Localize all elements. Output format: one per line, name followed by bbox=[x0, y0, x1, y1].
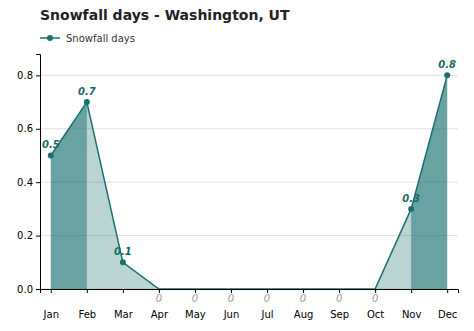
x-tick: Oct bbox=[367, 289, 384, 320]
x-tick: Feb bbox=[78, 289, 96, 320]
x-tick-label: Aug bbox=[294, 309, 314, 320]
x-tick: Apr bbox=[151, 289, 169, 320]
area bbox=[51, 75, 447, 289]
marker bbox=[120, 259, 126, 265]
marker bbox=[48, 152, 54, 158]
x-tick-label: Jul bbox=[260, 309, 273, 320]
x-tick: Mar bbox=[114, 289, 134, 320]
x-tick: Jan bbox=[43, 289, 59, 320]
legend: Snowfall days bbox=[40, 33, 135, 44]
x-tick: Sep bbox=[330, 289, 349, 320]
data-labels: 0.5 0.7 0.1 0 0 0 0 0 0 0 0.3 0.8 bbox=[42, 59, 456, 304]
markers bbox=[48, 72, 450, 265]
legend-item: Snowfall days bbox=[40, 33, 135, 44]
grid-line bbox=[40, 75, 458, 76]
y-tick-label: 0.2 bbox=[17, 230, 33, 241]
chart: Snowfall days - Washington, UT0.00.20.40… bbox=[0, 0, 474, 331]
y-tick: 0.0 bbox=[17, 284, 40, 295]
x-tick-label: Oct bbox=[367, 309, 384, 320]
x-tick-mark bbox=[51, 289, 52, 293]
data-label: 0.8 bbox=[438, 59, 456, 70]
data-label: 0.3 bbox=[402, 193, 420, 204]
marker bbox=[84, 99, 90, 105]
x-tick: Nov bbox=[402, 289, 422, 320]
x-axis-line bbox=[41, 290, 459, 294]
x-tick-label: Feb bbox=[78, 309, 96, 320]
x-tick-label: Mar bbox=[114, 309, 134, 320]
data-label: 0 bbox=[336, 293, 342, 304]
data-label: 0.1 bbox=[114, 246, 132, 257]
data-label: 0 bbox=[372, 293, 378, 304]
data-label: 0.7 bbox=[78, 86, 96, 97]
legend-label: Snowfall days bbox=[66, 33, 135, 44]
y-tick-mark bbox=[36, 236, 40, 237]
x-tick-label: May bbox=[185, 309, 206, 320]
data-label: 0 bbox=[192, 293, 198, 304]
y-tick-mark bbox=[36, 129, 40, 130]
y-tick-label: 0.8 bbox=[17, 70, 33, 81]
grid-line bbox=[40, 128, 458, 129]
x-tick: Dec bbox=[438, 289, 457, 320]
line bbox=[51, 75, 447, 289]
data-label: 0 bbox=[156, 293, 162, 304]
x-tick-label: Dec bbox=[438, 309, 457, 320]
y-axis-line bbox=[36, 55, 41, 290]
y-tick: 0.4 bbox=[17, 177, 40, 188]
x-tick-label: Nov bbox=[402, 309, 422, 320]
rising-area bbox=[411, 75, 447, 289]
y-tick: 0.6 bbox=[17, 123, 40, 134]
title: Snowfall days - Washington, UT bbox=[40, 7, 290, 23]
y-tick-mark bbox=[36, 182, 40, 183]
x-tick-label: Jun bbox=[223, 309, 240, 320]
y-tick-label: 0.6 bbox=[17, 123, 33, 134]
y-tick: 0.2 bbox=[17, 230, 40, 241]
y-tick-mark bbox=[36, 75, 40, 76]
x-tick: Jul bbox=[260, 289, 273, 320]
x-tick: May bbox=[185, 289, 206, 320]
x-tick-mark bbox=[447, 289, 448, 293]
legend-marker bbox=[47, 35, 53, 41]
x-tick-mark bbox=[87, 289, 88, 293]
grid bbox=[40, 75, 458, 289]
data-label: 0.5 bbox=[42, 139, 60, 150]
plot-area bbox=[48, 72, 450, 289]
x-tick-label: Sep bbox=[330, 309, 349, 320]
y-axis: 0.0 0.2 0.4 0.6 0.8 bbox=[17, 55, 40, 295]
x-tick-label: Jan bbox=[43, 309, 59, 320]
x-tick: Jun bbox=[223, 289, 240, 320]
x-tick-mark bbox=[411, 289, 412, 293]
y-tick: 0.8 bbox=[17, 70, 40, 81]
x-tick: Aug bbox=[294, 289, 314, 320]
data-label: 0 bbox=[228, 293, 234, 304]
x-axis: Jan Feb Mar Apr May Jun Jul Aug Sep Oct Nov Dec bbox=[41, 289, 459, 320]
data-label: 0 bbox=[264, 293, 270, 304]
marker bbox=[408, 206, 414, 212]
data-label: 0 bbox=[300, 293, 306, 304]
marker bbox=[444, 72, 450, 78]
x-tick-label: Apr bbox=[151, 309, 169, 320]
y-tick-mark bbox=[36, 289, 40, 290]
x-tick-mark bbox=[123, 289, 124, 293]
y-tick-label: 0.4 bbox=[17, 177, 33, 188]
y-tick-label: 0.0 bbox=[17, 284, 33, 295]
